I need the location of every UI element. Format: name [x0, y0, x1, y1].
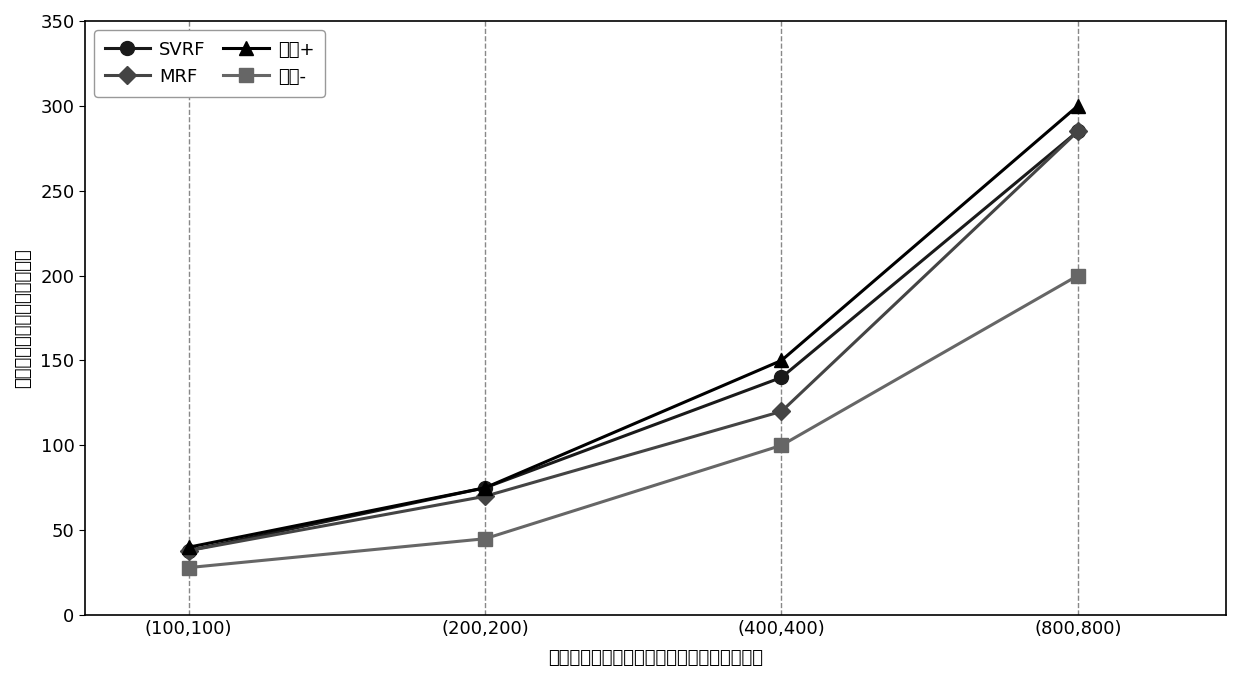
界値+ [774, 356, 789, 364]
Legend: SVRF, MRF, 界値+, 界値-: SVRF, MRF, 界値+, 界値- [94, 30, 325, 97]
界値- [774, 441, 789, 449]
界値- [181, 563, 196, 571]
MRF [1070, 127, 1085, 136]
SVRF [1070, 127, 1085, 136]
界値+ [1070, 101, 1085, 110]
Line: MRF: MRF [182, 125, 1084, 557]
Line: SVRF: SVRF [182, 125, 1085, 558]
Y-axis label: 云渲染任务消耗的服务器总数: 云渲染任务消耗的服务器总数 [14, 248, 32, 388]
SVRF [477, 484, 492, 492]
MRF [181, 547, 196, 555]
Line: 界値-: 界値- [182, 268, 1085, 575]
界値- [477, 535, 492, 543]
界値+ [181, 543, 196, 552]
SVRF [181, 547, 196, 555]
MRF [477, 492, 492, 501]
X-axis label: （非真实云渲染任务数，真实云渲染任务数）: （非真实云渲染任务数，真实云渲染任务数） [548, 649, 763, 667]
Line: 界値+: 界値+ [182, 99, 1085, 554]
MRF [774, 407, 789, 415]
界値+ [477, 484, 492, 492]
界値- [1070, 272, 1085, 280]
SVRF [774, 373, 789, 381]
